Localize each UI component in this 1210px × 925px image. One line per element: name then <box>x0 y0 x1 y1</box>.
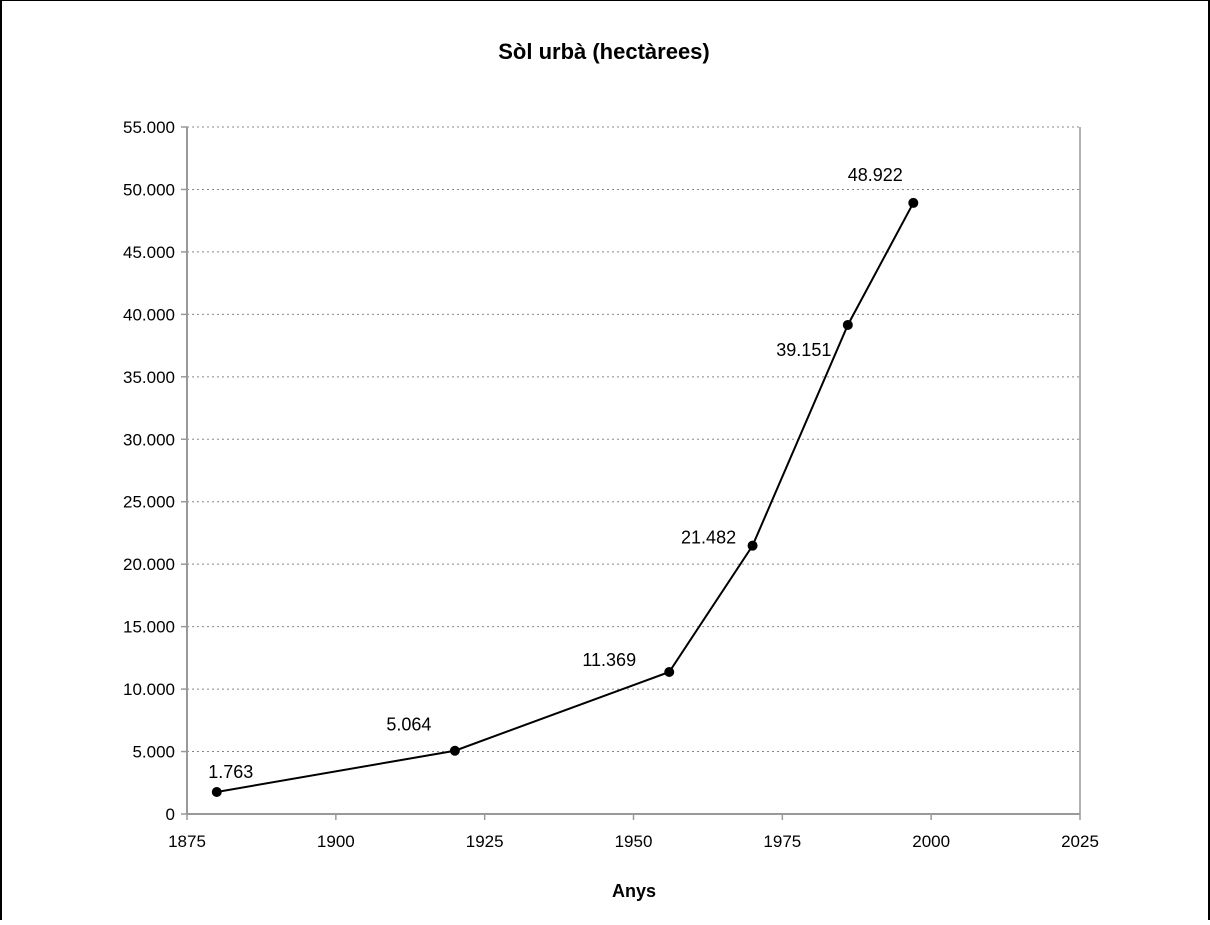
grid-layer <box>187 126 1080 753</box>
data-point <box>908 197 919 208</box>
data-label: 5.064 <box>386 715 431 735</box>
y-tick-label: 0 <box>166 805 175 824</box>
y-tick-label: 25.000 <box>123 493 175 512</box>
data-label: 11.369 <box>582 650 636 670</box>
data-point <box>842 319 853 330</box>
y-tick-label: 40.000 <box>123 305 175 324</box>
data-point <box>211 786 222 797</box>
y-tick-label: 50.000 <box>123 180 175 199</box>
y-tick-label: 20.000 <box>123 555 175 574</box>
data-label: 21.482 <box>681 528 736 548</box>
series-layer <box>211 197 919 797</box>
x-tick-label: 2000 <box>912 832 950 851</box>
x-tick-label: 1950 <box>615 832 653 851</box>
x-tick-label: 1925 <box>466 832 504 851</box>
data-point <box>449 745 460 756</box>
x-tick-label: 1975 <box>763 832 801 851</box>
data-label: 48.922 <box>848 165 903 185</box>
chart-title: Sòl urbà (hectàrees) <box>498 39 710 64</box>
x-tick-label: 2025 <box>1061 832 1099 851</box>
x-tick-label: 1900 <box>317 832 355 851</box>
y-tick-label: 15.000 <box>123 618 175 637</box>
x-tick-label: 1875 <box>168 832 206 851</box>
data-label: 39.151 <box>776 340 831 360</box>
data-label: 1.763 <box>208 762 253 782</box>
label-layer: 1.763 5.064 11.369 21.482 39.151 48.922 <box>208 165 903 782</box>
data-point <box>747 540 758 551</box>
y-tick-label: 35.000 <box>123 368 175 387</box>
axis-layer: 0 5.000 10.000 15.000 20.000 25.000 30.000 35.0… <box>123 118 1099 851</box>
x-axis-label: Anys <box>612 881 656 901</box>
y-tick-label: 45.000 <box>123 243 175 262</box>
y-tick-label: 10.000 <box>123 680 175 699</box>
y-tick-label: 5.000 <box>132 743 175 762</box>
series-line <box>216 202 915 793</box>
y-tick-label: 55.000 <box>123 118 175 137</box>
y-tick-label: 30.000 <box>123 430 175 449</box>
data-point <box>664 666 675 677</box>
